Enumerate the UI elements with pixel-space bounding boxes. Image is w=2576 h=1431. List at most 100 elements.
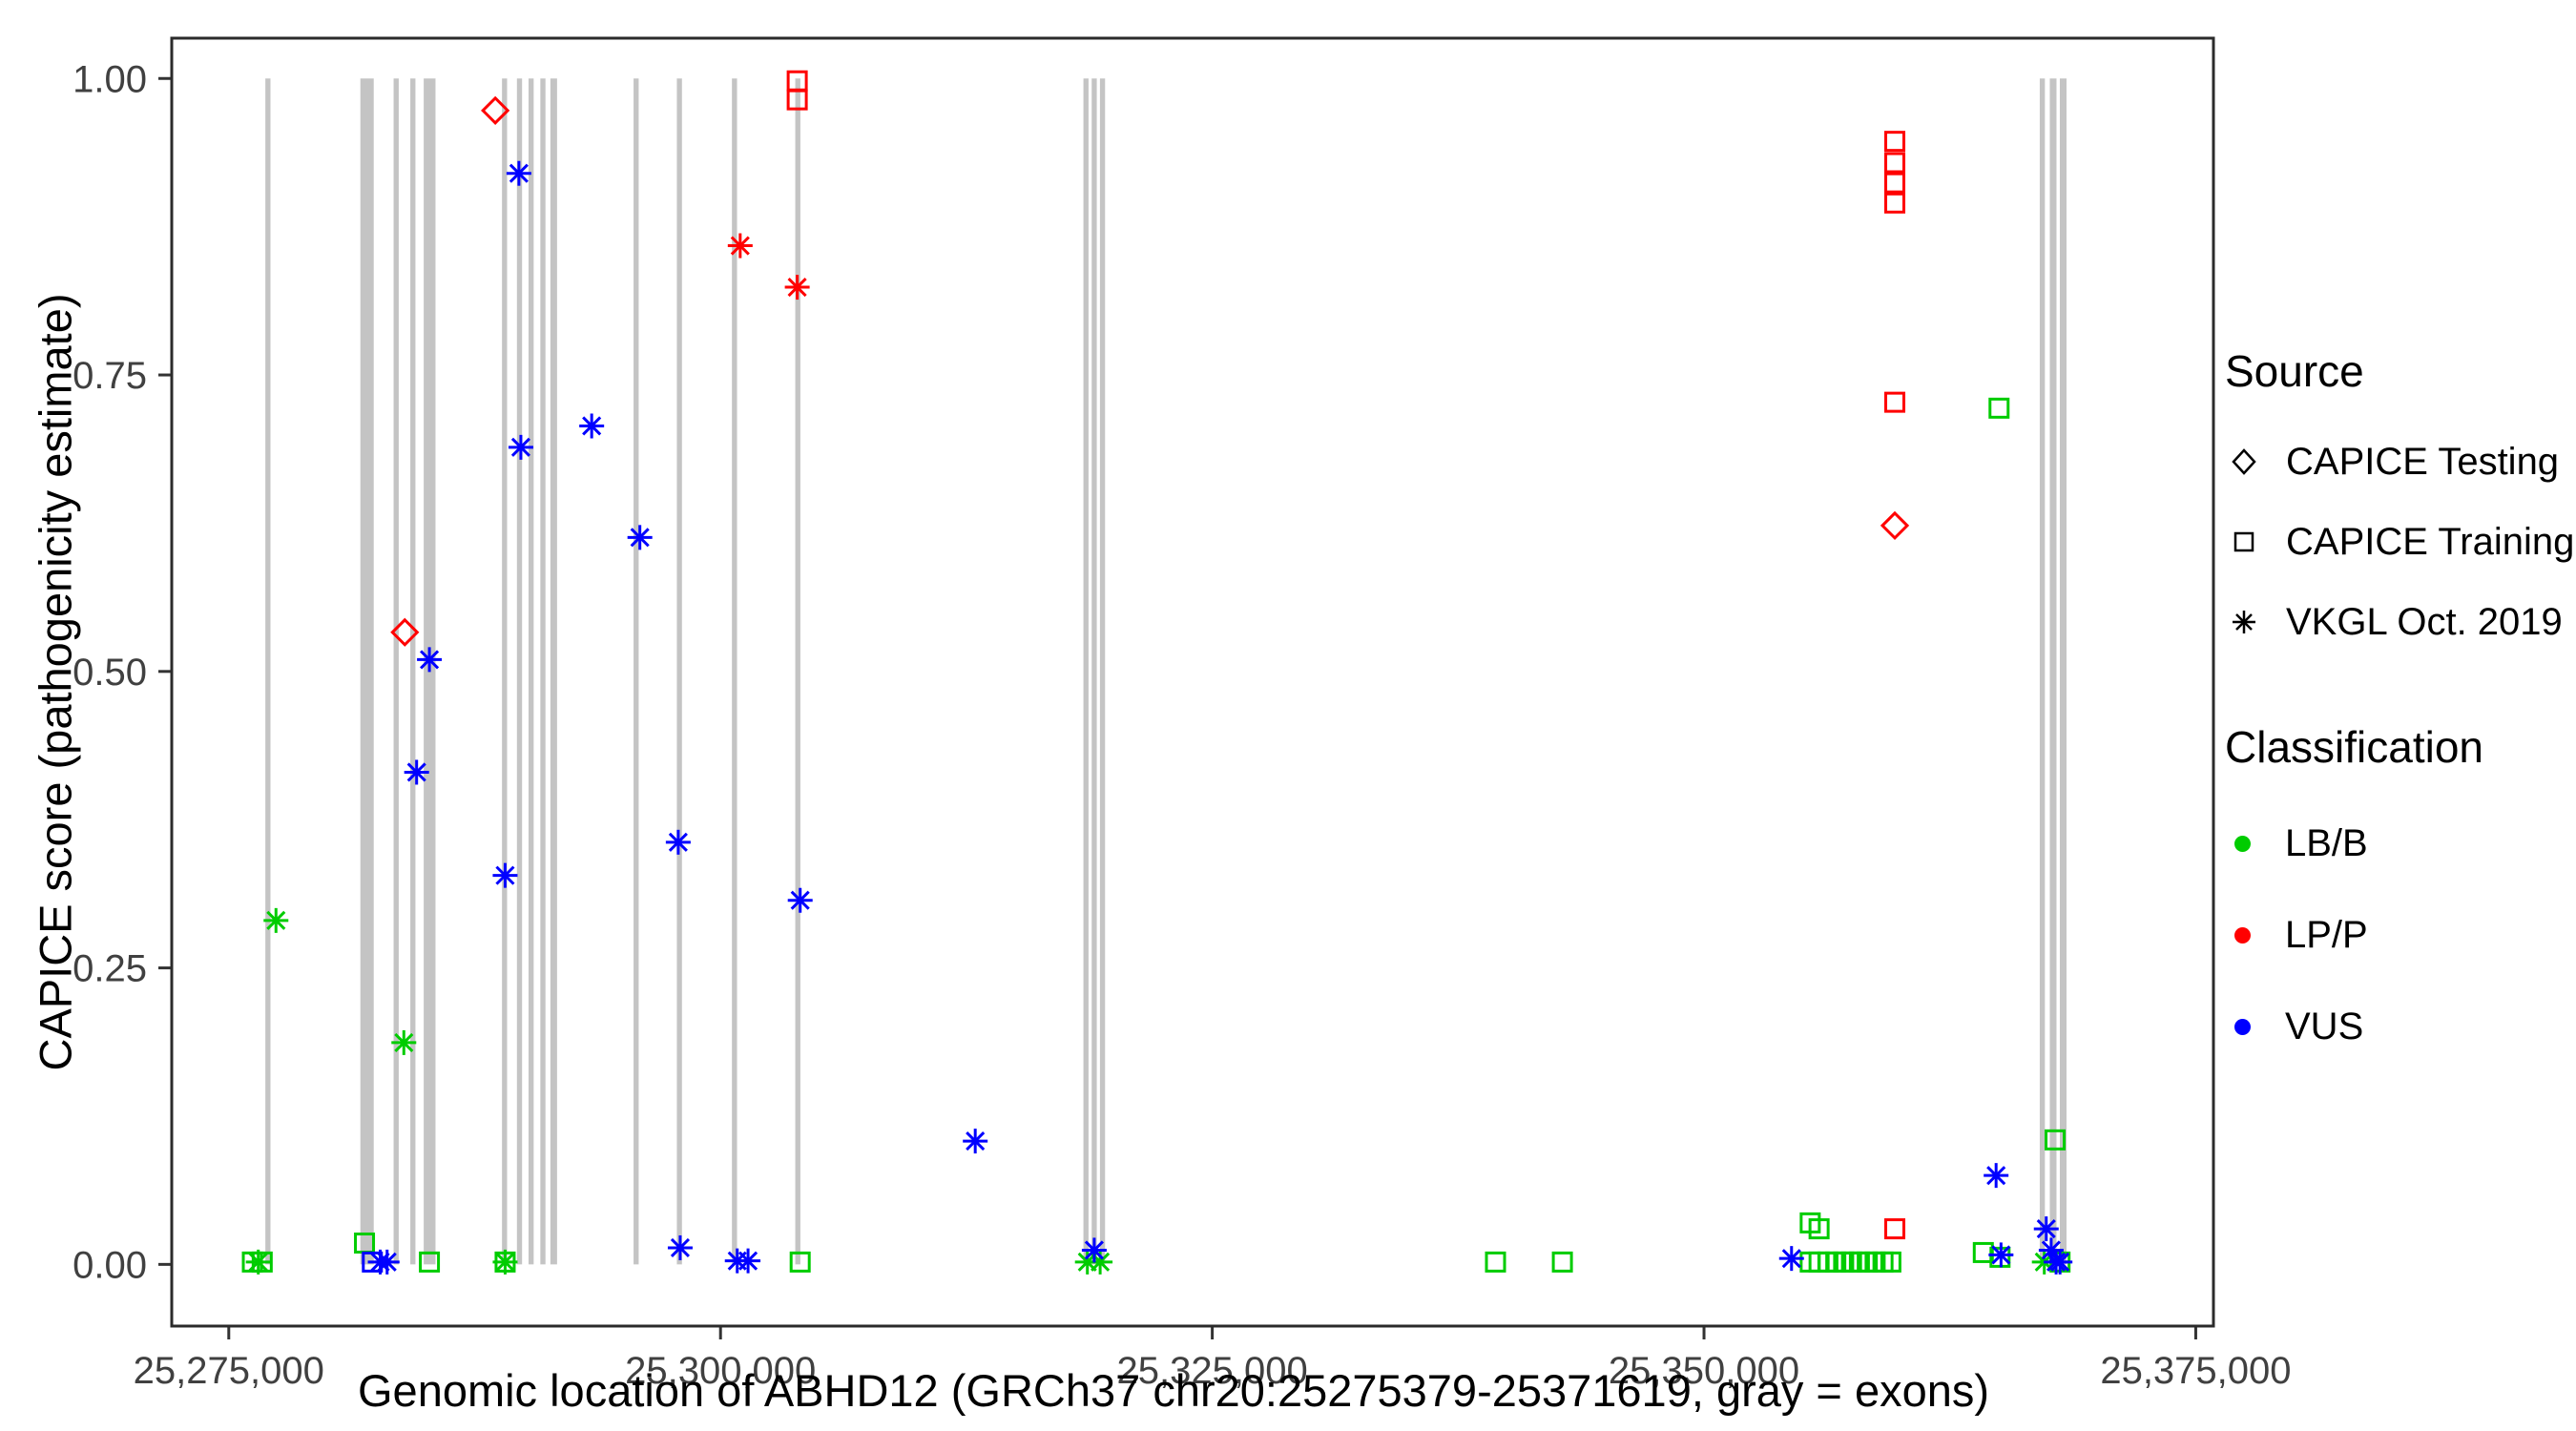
legend-classification-title: Classification — [2225, 722, 2483, 772]
data-point — [789, 1251, 811, 1273]
data-point — [420, 650, 440, 670]
data-point — [406, 762, 426, 782]
data-point — [582, 416, 602, 436]
data-point — [510, 437, 531, 457]
exon-bar — [516, 78, 523, 1265]
y-tick-label: 0.50 — [73, 652, 147, 694]
y-axis-title: CAPICE score (pathogenicity estimate) — [30, 293, 81, 1071]
data-point — [495, 1252, 515, 1272]
exon-bar — [393, 78, 399, 1265]
legend-item-capice-testing: CAPICE Testing — [2225, 422, 2568, 502]
data-point — [1551, 1251, 1573, 1273]
diamond-icon — [2232, 448, 2256, 475]
data-point — [1084, 1240, 1104, 1260]
data-point — [394, 1032, 414, 1052]
legend-item-label: CAPICE Training — [2286, 520, 2575, 563]
exon-bar — [676, 78, 682, 1265]
data-point — [1880, 1251, 1901, 1273]
legend-item-lbb: LB/B — [2225, 798, 2568, 889]
panel-border — [170, 36, 2215, 1328]
legend-item-vus: VUS — [2225, 981, 2568, 1072]
data-point — [495, 865, 515, 885]
asterisk-icon — [2233, 611, 2255, 633]
x-tick-label: 25,350,000 — [1609, 1350, 1799, 1392]
exon-bar — [2059, 78, 2067, 1265]
data-point — [630, 528, 650, 548]
x-tick-label: 25,300,000 — [625, 1350, 816, 1392]
data-point — [738, 1251, 758, 1271]
exon-bar — [1099, 78, 1106, 1265]
exon-bar — [732, 78, 737, 1265]
legend-item-vkgl: VKGL Oct. 2019 — [2225, 582, 2568, 662]
exon-bar — [410, 78, 416, 1265]
legend-item-label: VKGL Oct. 2019 — [2286, 600, 2563, 643]
x-tick-label: 25,325,000 — [1117, 1350, 1308, 1392]
data-point — [730, 236, 750, 256]
data-point — [1781, 1249, 1801, 1269]
exon-bar — [265, 78, 271, 1265]
data-point — [1485, 1251, 1506, 1273]
data-point — [481, 95, 510, 125]
legend-item-label: CAPICE Testing — [2286, 440, 2560, 483]
data-point — [2041, 1240, 2061, 1260]
x-axis-title: Genomic location of ABHD12 (GRCh37 chr20… — [357, 1365, 1990, 1416]
square-icon — [2233, 531, 2254, 552]
data-point — [790, 890, 810, 910]
exon-bar — [2049, 78, 2057, 1265]
data-point — [509, 163, 529, 183]
data-point — [266, 910, 286, 930]
legend-classification-block: Classification LB/B LP/P VUS — [2225, 721, 2568, 1072]
data-point — [1991, 1245, 2011, 1265]
legend-item-lpp: LP/P — [2225, 889, 2568, 981]
exon-bar — [528, 78, 534, 1265]
data-point — [1884, 1218, 1906, 1240]
exon-bar — [1083, 78, 1089, 1265]
exon-bar — [550, 78, 557, 1265]
y-tick-label: 0.75 — [73, 355, 147, 397]
data-point — [2036, 1219, 2056, 1239]
legend-source-block: Source CAPICE Testing CAPICE Training — [2225, 345, 2574, 662]
legend-item-label: LB/B — [2285, 821, 2368, 864]
exon-bar — [2039, 78, 2046, 1265]
data-point — [1986, 1166, 2006, 1186]
y-tick-label: 0.00 — [73, 1244, 147, 1286]
legend-item-label: LP/P — [2285, 913, 2368, 956]
data-point — [1884, 172, 1906, 194]
data-point — [1988, 397, 2010, 419]
exon-bar — [795, 78, 800, 1265]
data-point — [2050, 1252, 2070, 1272]
exon-bar — [634, 78, 639, 1265]
legend-item-label: VUS — [2285, 1005, 2364, 1047]
exon-bar — [540, 78, 546, 1265]
data-point — [248, 1252, 268, 1272]
data-point — [670, 1237, 690, 1258]
exon-bar — [360, 78, 374, 1265]
vus-color-dot-icon — [2234, 1018, 2251, 1035]
data-point — [1884, 152, 1906, 174]
data-point — [377, 1252, 397, 1272]
data-point — [1091, 1252, 1111, 1272]
data-point — [966, 1131, 986, 1151]
legend: Source CAPICE Testing CAPICE Training — [2225, 345, 2574, 1131]
data-point — [419, 1251, 441, 1273]
data-point — [1884, 131, 1906, 153]
x-tick-label: 25,275,000 — [134, 1350, 324, 1392]
data-point — [668, 832, 688, 852]
data-point — [390, 617, 420, 647]
data-point — [1884, 391, 1906, 413]
data-point — [787, 277, 807, 298]
data-point — [1880, 510, 1910, 541]
lpp-color-dot-icon — [2234, 926, 2251, 944]
legend-item-capice-training: CAPICE Training — [2225, 502, 2574, 582]
y-tick-label: 1.00 — [73, 58, 147, 100]
data-point — [2045, 1129, 2067, 1151]
exon-bar — [502, 78, 508, 1265]
data-point — [786, 89, 808, 111]
x-tick-label: 25,375,000 — [2100, 1350, 2291, 1392]
y-tick-label: 0.25 — [73, 948, 147, 990]
data-point — [1808, 1218, 1830, 1240]
data-point — [1884, 192, 1906, 214]
exon-bar — [1091, 78, 1097, 1265]
